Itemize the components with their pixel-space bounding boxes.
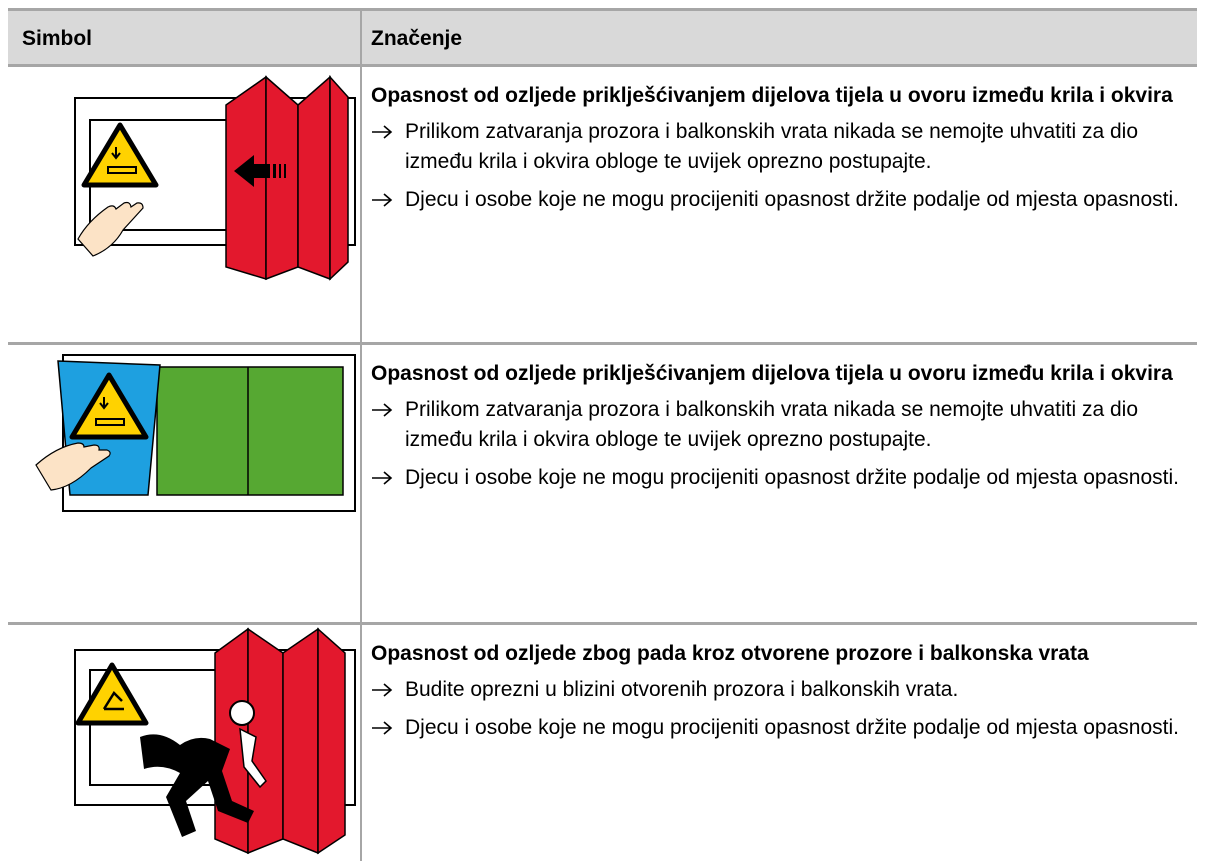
arrow-icon: [372, 193, 393, 207]
table-row: Opasnost od ozljede zbog pada kroz otvor…: [8, 625, 1197, 861]
symbol-cell: [8, 625, 362, 861]
table-row: Opasnost od ozljede priklješćivanjem dij…: [8, 345, 1197, 625]
bullet-text: Prilikom zatvaranja prozora i balkonskih…: [405, 398, 1139, 451]
bullet: Djecu i osobe koje ne mogu procijeniti o…: [371, 185, 1187, 215]
hazard-title: Opasnost od ozljede zbog pada kroz otvor…: [371, 642, 1089, 665]
arrow-icon: [372, 125, 393, 139]
arrow-icon: [372, 721, 393, 735]
bullet-text: Djecu i osobe koje ne mogu procijeniti o…: [405, 188, 1179, 211]
bullet-text: Prilikom zatvaranja prozora i balkonskih…: [405, 120, 1139, 173]
bullet: Budite oprezni u blizini otvorenih prozo…: [371, 675, 1187, 705]
bullet: Djecu i osobe koje ne mogu procijeniti o…: [371, 713, 1187, 743]
illustration: [74, 627, 356, 855]
meaning-cell: Opasnost od ozljede priklješćivanjem dij…: [362, 345, 1197, 622]
header-cell: Značenje: [371, 27, 463, 50]
bullet: Prilikom zatvaranja prozora i balkonskih…: [371, 395, 1187, 455]
arrow-icon: [372, 403, 393, 417]
header-cell: Simbol: [8, 11, 362, 64]
meaning-cell: Opasnost od ozljede priklješćivanjem dij…: [362, 67, 1197, 342]
meaning-cell: Opasnost od ozljede zbog pada kroz otvor…: [362, 625, 1197, 861]
bullet: Djecu i osobe koje ne mogu procijeniti o…: [371, 463, 1187, 493]
hazard-title: Opasnost od ozljede priklješćivanjem dij…: [371, 362, 1173, 385]
bullet-text: Budite oprezni u blizini otvorenih prozo…: [405, 678, 959, 701]
illustration: [35, 354, 356, 512]
bullet: Prilikom zatvaranja prozora i balkonskih…: [371, 117, 1187, 177]
arrow-icon: [372, 683, 393, 697]
bullet-text: Djecu i osobe koje ne mogu procijeniti o…: [405, 466, 1179, 489]
arrow-icon: [372, 471, 393, 485]
table-row: Opasnost od ozljede priklješćivanjem dij…: [8, 67, 1197, 345]
bullet-text: Djecu i osobe koje ne mogu procijeniti o…: [405, 716, 1179, 739]
hazard-title: Opasnost od ozljede priklješćivanjem dij…: [371, 84, 1173, 107]
symbol-cell: [8, 67, 362, 342]
symbol-cell: [8, 345, 362, 622]
table: Simbol Značenje Opasnost od ozljede prik…: [8, 8, 1197, 861]
illustration: [74, 75, 356, 281]
header-row: Simbol Značenje: [8, 8, 1197, 67]
